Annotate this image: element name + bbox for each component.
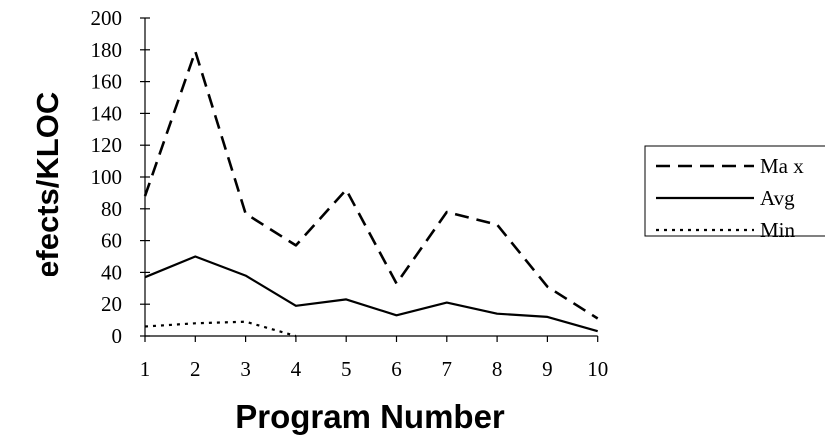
y-tick-label: 0 — [112, 324, 123, 348]
series-line-max — [143, 50, 599, 320]
plot-area — [143, 18, 599, 338]
y-tick-label: 200 — [91, 6, 123, 30]
y-tick-label: 80 — [101, 197, 122, 221]
y-tick-label: 100 — [91, 165, 123, 189]
x-tick-label: 1 — [140, 357, 151, 381]
y-axis-ticks: 0 20 40 60 80 100 120 140 160 180 200 — [91, 6, 150, 348]
series-line-avg — [144, 255, 599, 333]
y-tick-label: 40 — [101, 260, 122, 284]
y-tick-label: 160 — [91, 70, 123, 94]
legend-box — [644, 145, 825, 237]
x-tick-label: 8 — [492, 357, 503, 381]
series-line-min — [144, 320, 297, 338]
x-tick-label: 4 — [291, 357, 302, 381]
x-tick-label: 10 — [587, 357, 608, 381]
y-tick-label: 180 — [91, 38, 123, 62]
x-tick-label: 7 — [442, 357, 453, 381]
y-axis-title: Defects/KLOC — [30, 92, 65, 300]
y-tick-label: 20 — [101, 292, 122, 316]
x-tick-label: 3 — [240, 357, 251, 381]
legend: Ma x Avg Min — [644, 145, 825, 242]
x-tick-label: 5 — [341, 357, 352, 381]
y-tick-label: 60 — [101, 229, 122, 253]
x-tick-label: 2 — [190, 357, 201, 381]
x-axis-ticks: 1 2 3 4 5 6 7 8 9 10 — [140, 336, 608, 381]
legend-label: Avg — [760, 186, 795, 210]
x-tick-label: 6 — [391, 357, 402, 381]
legend-label: Min — [760, 218, 796, 242]
x-tick-label: 9 — [542, 357, 553, 381]
x-axis-title: Program Number — [235, 398, 505, 435]
legend-label: Ma x — [760, 154, 804, 178]
y-tick-label: 120 — [91, 133, 123, 157]
y-tick-label: 140 — [91, 101, 123, 125]
